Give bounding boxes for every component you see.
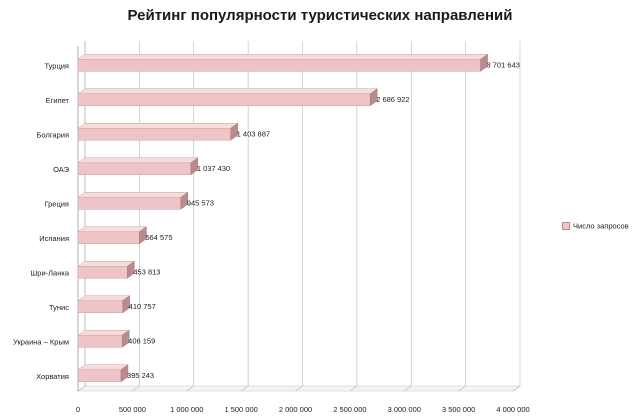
bar-top (77, 364, 129, 370)
data-label: 3 701 643 (487, 60, 520, 69)
gridline-floor (512, 385, 521, 392)
data-label: 945 573 (187, 198, 214, 207)
gridline-floor (77, 385, 86, 392)
bar-top (77, 123, 239, 129)
data-label: 406 159 (128, 336, 155, 345)
bar-side (480, 53, 488, 72)
bar-side (190, 157, 199, 176)
category-label: Испания (39, 234, 69, 243)
bar (77, 93, 371, 106)
bar (77, 369, 122, 382)
bar-top (77, 261, 136, 267)
x-tick-label: 2 000 000 (279, 405, 312, 414)
bar (77, 59, 481, 72)
bar-side (127, 260, 135, 279)
category-label: Болгария (37, 130, 69, 139)
data-label: 410 757 (129, 302, 156, 311)
bar-side (180, 191, 189, 210)
gridline-floor (132, 385, 140, 392)
data-label: 1 403 887 (237, 129, 270, 138)
legend-label: Число запросов (573, 221, 629, 231)
category-label: Хорватия (36, 372, 69, 381)
category-label: Турция (44, 61, 69, 70)
bar-top (77, 192, 189, 198)
bar (77, 162, 192, 175)
gridline-floor (295, 385, 303, 392)
category-label: Египет (46, 96, 70, 105)
data-label: 453 813 (133, 267, 160, 276)
x-tick-label: 0 (76, 405, 80, 414)
bar (77, 335, 123, 348)
plot-back-wall (78, 41, 520, 46)
bar-side (120, 364, 129, 383)
x-tick-label: 1 500 000 (224, 405, 257, 414)
bar-side (139, 226, 147, 245)
chart-title: Рейтинг популярности туристических напра… (127, 7, 513, 24)
bar-top (77, 226, 148, 232)
bar (77, 231, 140, 244)
gridline-floor (404, 385, 412, 392)
gridline-floor (458, 385, 466, 392)
bar-side (369, 88, 378, 107)
x-tick-label: 4 000 000 (496, 405, 529, 414)
category-label: Греция (44, 199, 69, 208)
data-label: 2 686 922 (376, 95, 409, 104)
gridline-floor (349, 385, 358, 392)
category-label: ОАЭ (53, 165, 70, 174)
bar-top (77, 295, 131, 301)
gridline-floor (240, 385, 249, 392)
bar-side (121, 329, 130, 348)
bar (77, 197, 182, 210)
data-label: 564 575 (145, 233, 172, 242)
bar-top (77, 157, 199, 163)
data-label: 1 037 430 (197, 164, 230, 173)
bar-side (122, 295, 130, 314)
x-tick-label: 3 500 000 (442, 405, 475, 414)
bar-top (77, 54, 489, 60)
bar (77, 128, 231, 141)
x-tick-label: 500 000 (119, 405, 146, 414)
x-tick-label: 1 000 000 (170, 405, 203, 414)
x-tick-label: 3 000 000 (388, 405, 421, 414)
bar-top (77, 88, 378, 94)
x-tick-label: 2 500 000 (333, 405, 366, 414)
category-label: Тунис (49, 303, 69, 312)
legend: Число запросов (562, 221, 629, 231)
bar (77, 266, 128, 279)
bar (77, 300, 123, 313)
gridline-floor (186, 385, 194, 392)
legend-swatch (562, 222, 570, 231)
category-label: Шри-Ланка (30, 268, 69, 277)
data-label: 395 243 (127, 371, 154, 380)
bar-side (230, 122, 238, 141)
category-label: Украина – Крым (13, 337, 69, 346)
bar-top (77, 330, 130, 336)
